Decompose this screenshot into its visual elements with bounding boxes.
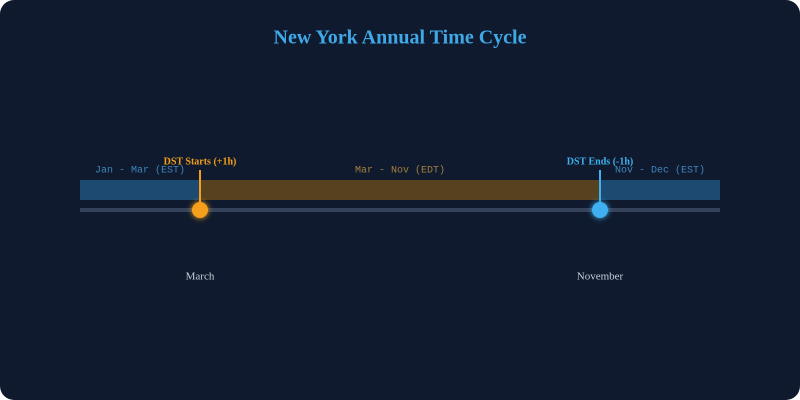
segment-bar [200,180,600,200]
event-label: DST Starts (+1h) [164,156,237,167]
timeline-axis [80,208,720,212]
title: New York Annual Time Cycle [274,27,527,49]
event-marker [592,202,608,218]
segment-bar [600,180,720,200]
segment-label: Mar - Nov (EDT) [355,165,445,177]
segment-label: Nov - Dec (EST) [615,165,705,177]
segment-bar [80,180,200,200]
month-label: November [577,271,624,283]
event-label: DST Ends (-1h) [567,156,634,167]
event-marker [192,202,208,218]
segment-label: Jan - Mar (EST) [95,165,185,177]
month-label: March [186,271,215,283]
